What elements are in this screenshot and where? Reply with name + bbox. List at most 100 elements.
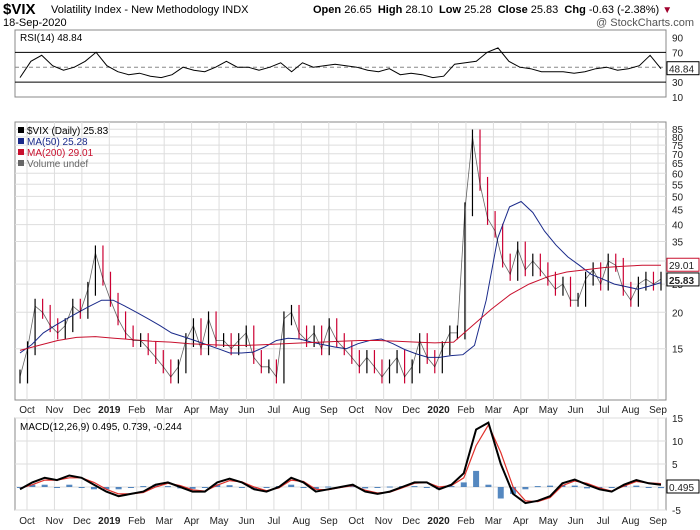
x-tick-label: Jul	[268, 405, 281, 416]
x-tick-label: May	[210, 405, 229, 416]
macd-histogram-bar	[460, 482, 467, 487]
quote-date: 18-Sep-2020	[3, 17, 67, 29]
macd-histogram-bar	[522, 487, 529, 490]
x-tick-label: Mar	[156, 516, 174, 527]
x-tick-label: Jun	[238, 405, 254, 416]
x-tick-label: Aug	[292, 405, 310, 416]
price-tick-label: 80	[672, 133, 684, 144]
x-tick-label: Jun	[238, 516, 254, 527]
x-tick-label: Jun	[568, 405, 584, 416]
x-tick-label: Feb	[128, 516, 146, 527]
macd-histogram-bar	[534, 486, 541, 488]
panel-frame-rsi	[14, 29, 667, 98]
close-last-value-box	[666, 272, 700, 287]
ma200-last-value: 29.01	[669, 261, 694, 272]
x-tick-label: May	[539, 516, 558, 527]
x-tick-label: Sep	[320, 516, 338, 527]
x-tick-label: Sep	[649, 516, 667, 527]
rsi-tick-label: 90	[672, 33, 684, 44]
rsi-last-value: 48.84	[669, 65, 694, 76]
x-tick-label: 2020	[427, 516, 450, 527]
x-tick-label: Nov	[46, 405, 64, 416]
price-close-line	[19, 136, 662, 378]
macd-line	[19, 421, 662, 505]
x-tick-label: Oct	[19, 516, 35, 527]
macd-histogram-bar	[497, 487, 504, 499]
x-tick-label: Dec	[73, 405, 91, 416]
x-tick-label: Aug	[622, 405, 640, 416]
x-tick-label: Aug	[292, 516, 310, 527]
x-tick-label: Feb	[128, 405, 146, 416]
x-tick-label: Dec	[402, 516, 420, 527]
x-tick-label: Jun	[568, 516, 584, 527]
x-tick-label: Jul	[597, 405, 610, 416]
macd-histogram-bar	[115, 487, 122, 490]
x-tick-label: Dec	[73, 516, 91, 527]
price-tick-label: 65	[672, 159, 684, 170]
x-tick-label: 2019	[98, 516, 121, 527]
price-tick-label: 35	[672, 237, 684, 248]
close-last-value: 25.83	[669, 276, 694, 287]
macd-histogram-bar	[485, 484, 492, 487]
macd-histogram-bar	[29, 484, 36, 487]
macd-histogram-bar	[584, 487, 591, 489]
price-legend-entry: MA(50) 25.28	[27, 137, 88, 148]
macd-histogram-bar	[66, 484, 73, 487]
macd-histogram-bar	[41, 484, 48, 487]
x-tick-label: Oct	[19, 405, 35, 416]
rsi-tick-label: 10	[672, 93, 684, 104]
macd-histogram-bar	[473, 470, 480, 487]
x-tick-label: 2019	[98, 405, 121, 416]
price-tick-label: 45	[672, 206, 684, 217]
x-tick-label: 2020	[427, 405, 450, 416]
macd-histogram-bar	[658, 487, 664, 489]
price-tick-label: 60	[672, 169, 684, 180]
price-tick-label: 85	[672, 125, 684, 136]
ma200-line	[19, 264, 662, 351]
price-tick-label: 50	[672, 192, 684, 203]
ma200-last-value-box	[666, 257, 700, 272]
x-tick-label: Mar	[156, 405, 174, 416]
macd-tick-label: 15	[672, 414, 684, 425]
macd-histogram-bar	[300, 487, 307, 488]
macd-histogram-bar	[547, 485, 554, 487]
low-label: Low	[439, 4, 462, 16]
x-tick-label: Nov	[375, 405, 393, 416]
x-tick-label: Aug	[622, 516, 640, 527]
macd-histogram-bar	[411, 486, 418, 488]
macd-last-value: 0.495	[669, 483, 694, 494]
macd-histogram-bar	[17, 487, 23, 488]
x-tick-label: Oct	[348, 516, 364, 527]
price-tick-label: 20	[672, 308, 684, 319]
quote-summary: Open 26.65 High 28.10 Low 25.28 Close 25…	[313, 4, 672, 16]
macd-histogram-bar	[251, 487, 258, 490]
macd-tick-label: 10	[672, 437, 684, 448]
x-tick-label: Feb	[457, 405, 475, 416]
high-value: 28.10	[405, 4, 433, 16]
macd-histogram-bar	[571, 485, 578, 487]
price-legend-swatch	[18, 149, 24, 155]
macd-histogram-bar	[608, 487, 615, 488]
x-tick-label: Oct	[348, 405, 364, 416]
macd-histogram-bar	[189, 487, 196, 489]
macd-histogram-bar	[374, 487, 381, 488]
close-value: 25.83	[530, 4, 559, 16]
price-legend-swatch	[18, 127, 24, 133]
macd-histogram-bar	[349, 486, 356, 488]
macd-legend: MACD(12,26,9) 0.495, 0.739, -0.244	[20, 422, 182, 433]
macd-histogram-bar	[510, 487, 517, 494]
macd-histogram-bar	[448, 486, 455, 488]
macd-histogram-bar	[325, 486, 332, 488]
rsi-tick-label: 70	[672, 48, 684, 59]
macd-histogram-bar	[53, 487, 60, 488]
high-label: High	[377, 4, 403, 16]
macd-histogram-bar	[288, 484, 295, 487]
x-tick-label: Jul	[597, 516, 610, 527]
macd-histogram-bar	[140, 486, 147, 488]
macd-histogram-bar	[312, 487, 319, 490]
price-legend-swatch	[18, 160, 24, 166]
watermark: @ StockCharts.com	[596, 17, 694, 29]
macd-tick-label: 5	[672, 460, 678, 471]
chg-value: -0.63 (-2.38%)	[588, 4, 660, 16]
